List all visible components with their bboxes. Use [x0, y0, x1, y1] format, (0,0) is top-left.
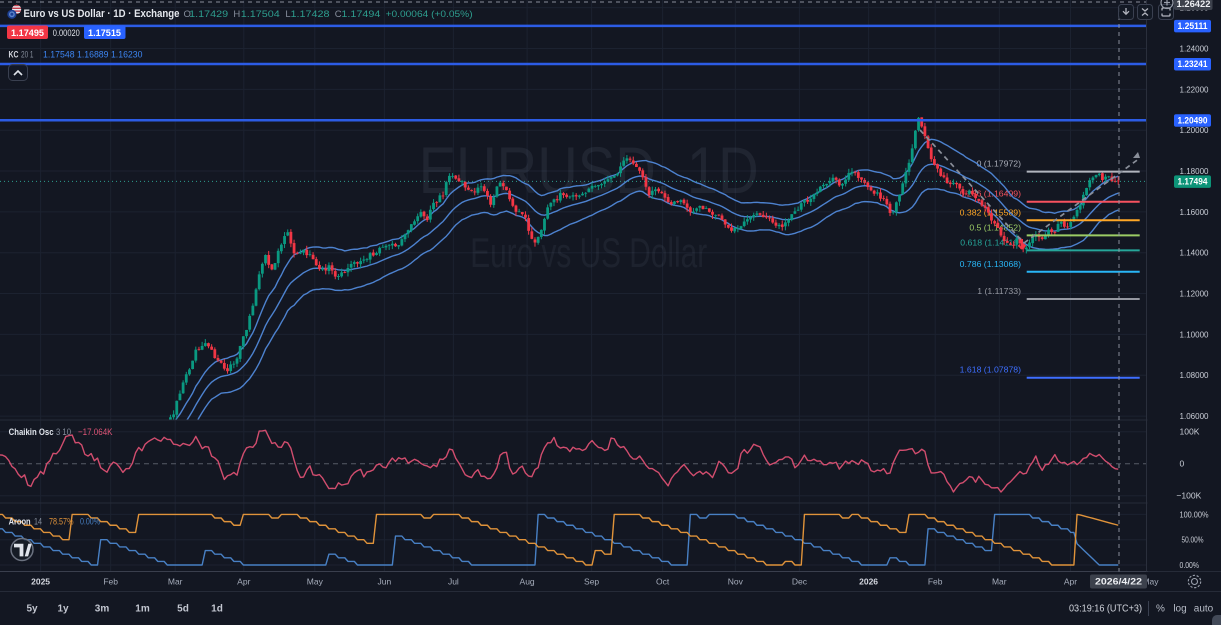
svg-text:Mar: Mar: [168, 577, 183, 587]
svg-text:1.08000: 1.08000: [1180, 370, 1209, 380]
svg-text:Nov: Nov: [728, 577, 744, 587]
svg-text:1.17495: 1.17495: [11, 28, 44, 38]
svg-text:1.10000: 1.10000: [1180, 329, 1209, 339]
svg-text:Chaikin Osc: Chaikin Osc: [9, 427, 54, 438]
svg-text:1.23241: 1.23241: [1178, 59, 1208, 69]
svg-text:2026: 2026: [859, 577, 878, 587]
svg-text:−17.064K: −17.064K: [78, 427, 113, 438]
svg-text:C: C: [335, 9, 342, 20]
svg-text:14: 14: [34, 517, 42, 528]
svg-text:1.17548 1.16889 1.16230: 1.17548 1.16889 1.16230: [43, 50, 143, 61]
svg-text:KC: KC: [9, 50, 19, 61]
svg-text:1.17428: 1.17428: [291, 9, 330, 20]
svg-text:May: May: [1142, 577, 1159, 587]
svg-text:5y: 5y: [26, 604, 38, 615]
svg-text:1d: 1d: [211, 604, 223, 615]
svg-text:log: log: [1173, 604, 1186, 615]
svg-text:Apr: Apr: [1064, 577, 1077, 587]
svg-text:Oct: Oct: [656, 577, 670, 587]
svg-text:0.618 (1.14116): 0.618 (1.14116): [960, 237, 1021, 247]
svg-text:2026/4/22: 2026/4/22: [1095, 577, 1142, 587]
svg-text:3m: 3m: [95, 604, 110, 615]
svg-text:0 (1.17972): 0 (1.17972): [977, 159, 1022, 169]
svg-text:1.25111: 1.25111: [1178, 21, 1208, 31]
svg-text:1.17429: 1.17429: [189, 9, 228, 20]
svg-text:1.17504: 1.17504: [241, 9, 280, 20]
svg-text:Jul: Jul: [448, 577, 459, 587]
svg-text:Apr: Apr: [237, 577, 250, 587]
svg-text:Sep: Sep: [584, 577, 599, 587]
svg-text:1.618 (1.07878): 1.618 (1.07878): [960, 365, 1021, 375]
svg-text:0.00%: 0.00%: [80, 517, 100, 528]
svg-text:0.236 (1.16499): 0.236 (1.16499): [960, 189, 1021, 199]
svg-text:Feb: Feb: [928, 577, 943, 587]
svg-text:0.00020: 0.00020: [53, 28, 80, 38]
svg-text:1.18000: 1.18000: [1180, 166, 1209, 176]
svg-text:0.786 (1.13068): 0.786 (1.13068): [960, 259, 1021, 269]
svg-text:auto: auto: [1194, 604, 1214, 615]
svg-text:1.12000: 1.12000: [1180, 289, 1209, 299]
svg-text:1.20000: 1.20000: [1180, 125, 1209, 135]
svg-text:1.24000: 1.24000: [1180, 44, 1209, 54]
svg-text:1.17494: 1.17494: [1178, 177, 1208, 187]
svg-text:Jun: Jun: [378, 577, 392, 587]
svg-text:1.14000: 1.14000: [1180, 248, 1209, 258]
svg-text:Feb: Feb: [103, 577, 118, 587]
svg-text:L: L: [285, 9, 290, 20]
svg-text:03:19:16 (UTC+3): 03:19:16 (UTC+3): [1069, 604, 1142, 615]
svg-text:EURUSD, 1D: EURUSD, 1D: [419, 133, 759, 207]
svg-text:1.20490: 1.20490: [1178, 115, 1208, 125]
svg-text:1.17515: 1.17515: [88, 28, 121, 38]
svg-text:May: May: [307, 577, 324, 587]
svg-text:1.22000: 1.22000: [1180, 84, 1209, 94]
svg-text:0.00%: 0.00%: [1180, 560, 1200, 570]
svg-text:2025: 2025: [31, 577, 50, 587]
svg-text:+0.00064 (+0.05%): +0.00064 (+0.05%): [386, 9, 473, 20]
svg-text:1.17494: 1.17494: [341, 9, 380, 20]
svg-text:78.57%: 78.57%: [49, 517, 74, 528]
svg-text:Euro vs US Dollar · 1D · Excha: Euro vs US Dollar · 1D · Exchange: [24, 8, 180, 20]
svg-text:1.16000: 1.16000: [1180, 207, 1209, 217]
svg-text:Dec: Dec: [792, 577, 808, 587]
svg-text:0.5 (1.14852): 0.5 (1.14852): [969, 222, 1021, 232]
svg-text:0: 0: [1180, 459, 1185, 469]
svg-text:1y: 1y: [57, 604, 69, 615]
svg-text:3 10: 3 10: [56, 427, 71, 438]
svg-text:%: %: [1156, 604, 1165, 615]
svg-text:H: H: [233, 9, 240, 20]
svg-text:50.00%: 50.00%: [1182, 535, 1204, 545]
svg-text:100.00%: 100.00%: [1180, 509, 1209, 519]
svg-text:1.26422: 1.26422: [1177, 0, 1211, 9]
svg-text:Euro vs US Dollar: Euro vs US Dollar: [470, 229, 707, 276]
svg-text:5d: 5d: [177, 604, 189, 615]
svg-text:20 1: 20 1: [21, 50, 34, 61]
svg-text:O: O: [184, 9, 191, 20]
svg-text:1.06000: 1.06000: [1180, 411, 1209, 421]
svg-text:Aug: Aug: [520, 577, 535, 587]
svg-text:1m: 1m: [135, 604, 150, 615]
svg-text:Aroon: Aroon: [9, 517, 31, 528]
svg-text:100K: 100K: [1180, 427, 1200, 437]
svg-text:1 (1.11733): 1 (1.11733): [977, 286, 1021, 296]
svg-text:Mar: Mar: [992, 577, 1007, 587]
svg-text:−100K: −100K: [1176, 491, 1201, 501]
